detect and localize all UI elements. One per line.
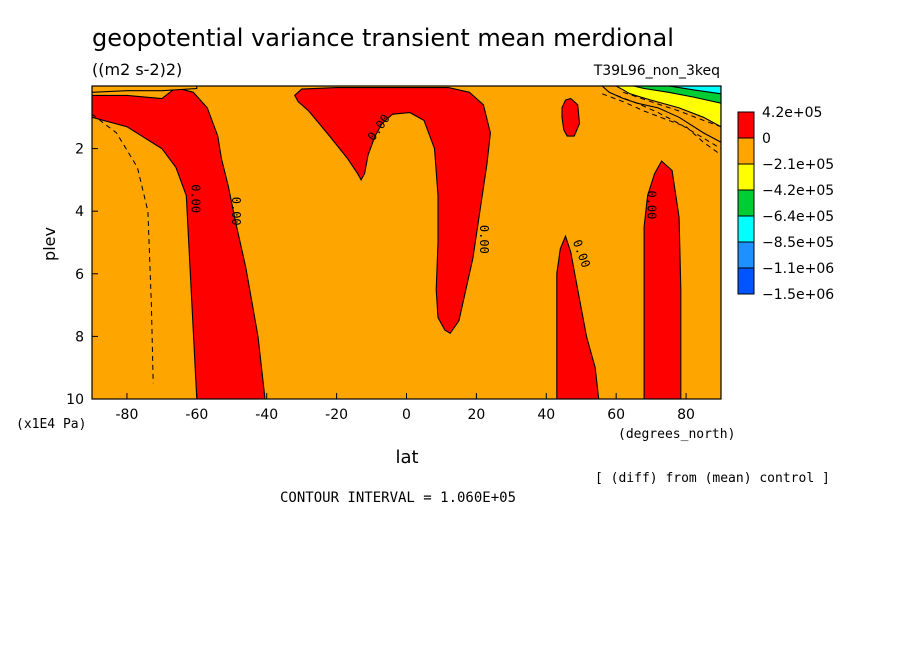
plot-area: 0.00 0.000.000.00 0.000.00 — [92, 86, 721, 399]
x-tick-label: -80 — [116, 407, 139, 423]
legend-label: −1.1e+06 — [762, 261, 834, 277]
contour-region-tropical-upper — [294, 87, 491, 335]
legend-swatch — [737, 111, 755, 139]
contour-region-nh-high — [643, 160, 682, 399]
y-tick-label: 4 — [75, 204, 84, 220]
legend-swatch — [737, 241, 755, 269]
y-tick-label: 10 — [66, 392, 84, 408]
dashed-contour — [623, 91, 721, 128]
chart-units: ((m2 s-2)2) — [92, 60, 182, 79]
y-axis-units: (x1E4 Pa) — [16, 417, 86, 432]
dashed-contour — [92, 113, 154, 384]
contour-region-nh-upper-blob — [561, 97, 581, 137]
x-axis-units: (degrees_north) — [618, 427, 735, 442]
legend-label: −1.5e+06 — [762, 287, 834, 303]
zero-contour-label: 0.00 — [229, 197, 243, 226]
y-tick-label: 6 — [75, 267, 84, 283]
x-tick-label: -60 — [185, 407, 208, 423]
legend-swatch — [737, 137, 755, 165]
y-tick-label: 8 — [75, 329, 84, 345]
dashed-contour — [602, 93, 721, 156]
x-tick-label: 0 — [402, 407, 411, 423]
x-tick-label: -40 — [255, 407, 278, 423]
x-tick-label: -20 — [325, 407, 348, 423]
legend-swatch — [737, 163, 755, 191]
experiment-label: T39L96_non_3keq — [593, 63, 720, 79]
x-tick-label: 60 — [607, 407, 625, 423]
chart-title: geopotential variance transient mean mer… — [92, 24, 674, 52]
contour-region-nh-midlat — [556, 234, 600, 399]
legend-label: −4.2e+05 — [762, 183, 834, 199]
y-tick-label: 2 — [75, 142, 84, 158]
legend-label: −6.4e+05 — [762, 209, 834, 225]
zero-contour-label: 0.00 — [477, 225, 491, 254]
legend-label: −2.1e+05 — [762, 157, 834, 173]
diff-note: [ (diff) from (mean) control ] — [595, 471, 830, 486]
axes: -80 -60 -40 -20 0 20 40 60 80 2 4 6 8 10 — [66, 85, 722, 423]
zero-contour-label: 0.00 — [645, 190, 659, 219]
contour-region-sh-top-edge — [92, 86, 198, 93]
contour-fields: 0.00 0.000.000.00 0.000.00 — [92, 86, 721, 399]
legend: 4.2e+05 0 −2.1e+05 −4.2e+05 −6.4e+05 −8.5e+05… — [737, 105, 834, 303]
contour-region-nh-top-cyan — [668, 86, 721, 95]
legend-label: 0 — [762, 131, 771, 147]
legend-label: 4.2e+05 — [762, 105, 822, 121]
legend-label: −8.5e+05 — [762, 235, 834, 251]
x-tick-label: 20 — [467, 407, 485, 423]
zero-contour-label: 0.00 — [189, 184, 203, 213]
x-tick-label: 80 — [677, 407, 695, 423]
y-axis-label: plev — [40, 227, 59, 261]
dashed-contour — [616, 94, 721, 150]
legend-swatch — [737, 267, 755, 295]
x-axis-label: lat — [395, 447, 418, 468]
x-tick-label: 40 — [537, 407, 555, 423]
contour-interval: CONTOUR INTERVAL = 1.060E+05 — [280, 490, 516, 506]
legend-swatch — [737, 215, 755, 243]
legend-swatch — [737, 189, 755, 217]
